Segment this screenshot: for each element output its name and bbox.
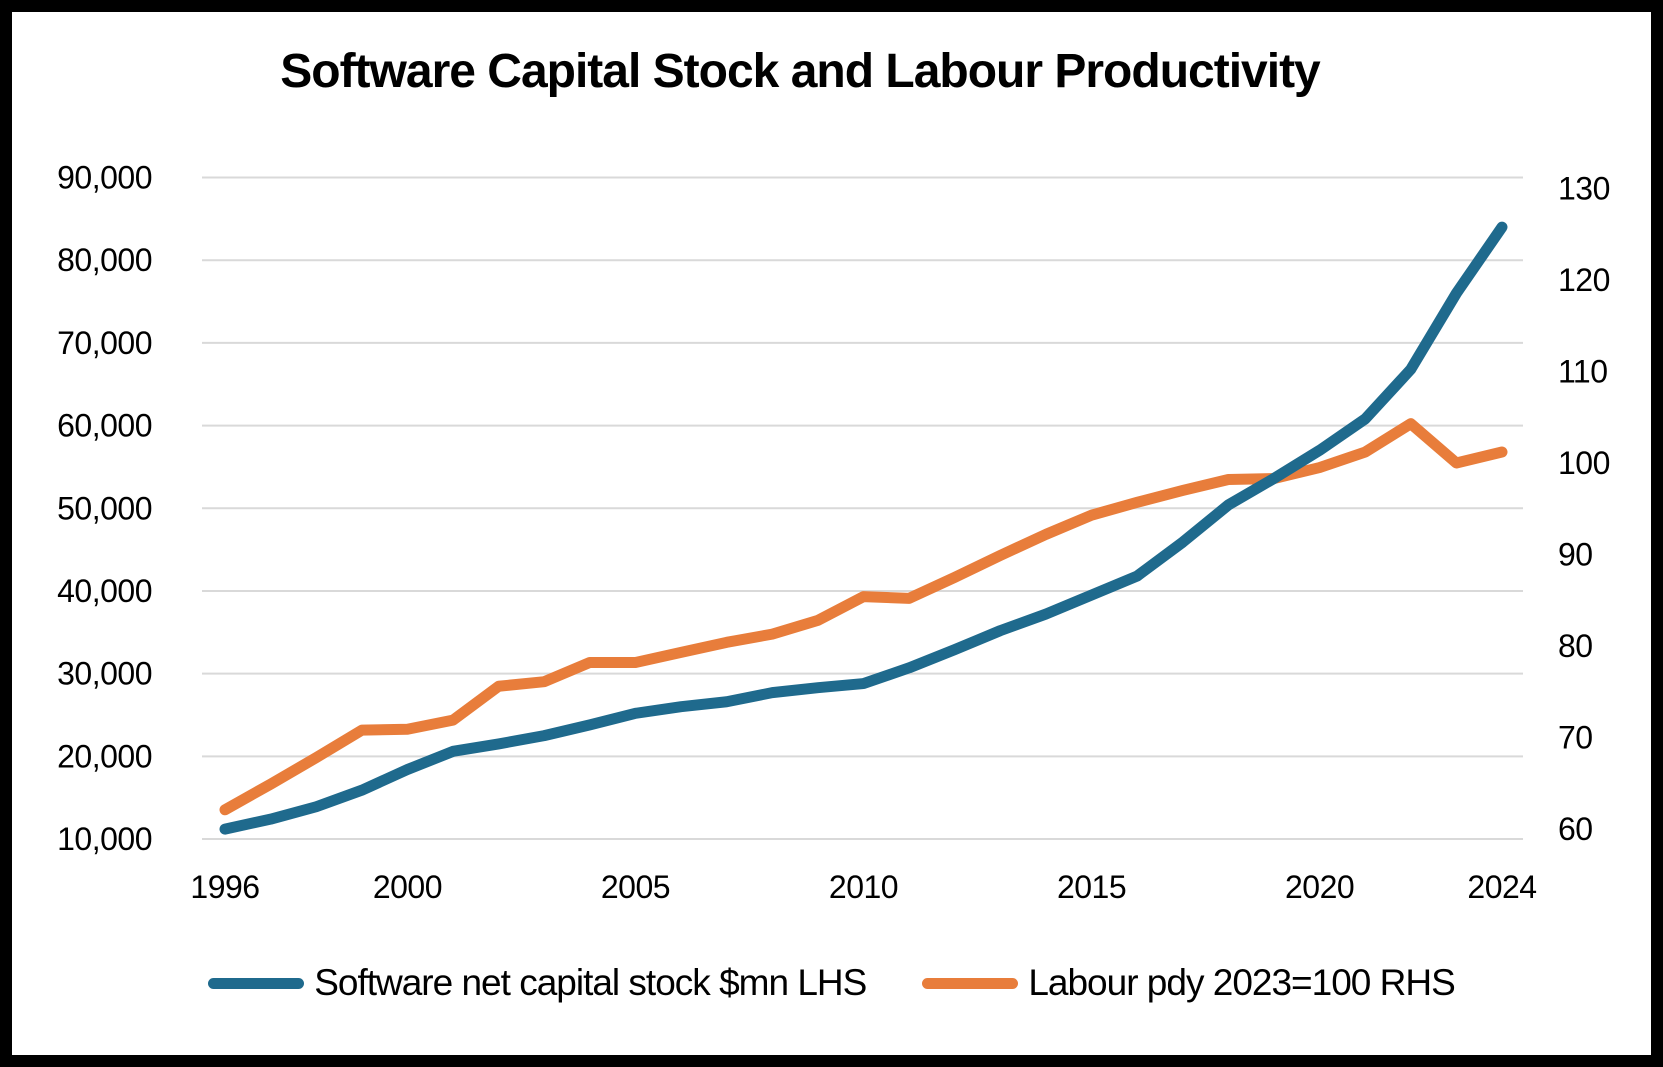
series-line-capital-stock: [219, 221, 1508, 835]
x-axis-tick-label: 2000: [373, 869, 442, 905]
right-axis-tick-label: 80: [1558, 628, 1593, 664]
series-line-labour-pdy: [219, 418, 1508, 816]
x-axis-tick-labels: 1996 2000 2005 2010 2015 2020 2024: [190, 869, 1537, 905]
left-axis-tick-label: 90,000: [57, 160, 152, 196]
x-axis-tick-label: 2020: [1285, 869, 1354, 905]
left-axis-tick-label: 50,000: [57, 490, 152, 526]
legend-swatch-labour-pdy: [922, 977, 1019, 989]
left-axis-tick-label: 40,000: [57, 573, 152, 609]
right-axis-tick-label: 70: [1558, 720, 1593, 756]
x-axis-tick-label: 2005: [601, 869, 670, 905]
right-axis-tick-label: 120: [1558, 262, 1610, 298]
left-axis-tick-label: 70,000: [57, 325, 152, 361]
legend-swatch-capital-stock: [208, 977, 305, 989]
chart-title: Software Capital Stock and Labour Produc…: [280, 45, 1321, 98]
left-axis-tick-label: 80,000: [57, 242, 152, 278]
right-axis-tick-label: 60: [1558, 811, 1593, 847]
legend-label-labour-pdy: Labour pdy 2023=100 RHS: [1028, 962, 1455, 1003]
left-axis-tick-label: 60,000: [57, 408, 152, 444]
x-axis-tick-label: 2024: [1467, 869, 1536, 905]
x-axis-tick-label: 2010: [829, 869, 898, 905]
chart-legend: Software net capital stock $mn LHS Labou…: [0, 962, 1663, 1004]
left-axis-tick-label: 20,000: [57, 738, 152, 774]
right-axis-tick-label: 130: [1558, 171, 1610, 207]
right-axis-tick-labels: 130 120 110 100 90 80 70 60: [1558, 171, 1610, 848]
left-axis-tick-label: 30,000: [57, 656, 152, 692]
right-axis-tick-label: 110: [1558, 354, 1608, 390]
legend-item-capital-stock: Software net capital stock $mn LHS: [208, 962, 867, 1004]
left-axis-tick-labels: 90,000 80,000 70,000 60,000 50,000 40,000 30,0…: [57, 160, 152, 858]
x-axis-tick-label: 1996: [190, 869, 259, 905]
x-axis-tick-label: 2015: [1057, 869, 1126, 905]
gridlines: [202, 176, 1523, 840]
left-axis-tick-label: 10,000: [57, 821, 152, 857]
right-axis-tick-label: 100: [1558, 445, 1610, 481]
right-axis-tick-label: 90: [1558, 537, 1593, 573]
legend-item-labour-pdy: Labour pdy 2023=100 RHS: [922, 962, 1456, 1004]
legend-label-capital-stock: Software net capital stock $mn LHS: [314, 962, 867, 1003]
